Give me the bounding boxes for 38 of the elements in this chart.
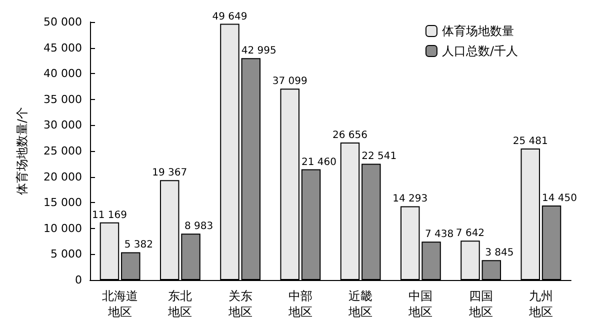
x-tick-label: 中国地区 <box>408 289 433 319</box>
y-tick-label: 25 000 <box>44 144 82 158</box>
y-tick-label: 50 000 <box>44 16 82 28</box>
x-tick-label: 关东地区 <box>227 289 252 319</box>
x-tick-label: 北海道地区 <box>102 289 138 319</box>
y-tick-label: 0 <box>75 274 82 286</box>
y-tick-label: 35 000 <box>44 92 82 106</box>
y-tick-label: 45 000 <box>44 41 82 54</box>
y-tick-label: 40 000 <box>44 67 82 80</box>
y-tick-label: 20 000 <box>44 170 82 184</box>
data-label: 42 995 <box>241 46 276 57</box>
x-tick-label: 四国地区 <box>468 289 493 319</box>
data-label: 22 541 <box>362 151 397 162</box>
x-tick-label: 近畿地区 <box>348 289 373 319</box>
x-tick-label: 中部地区 <box>287 289 312 319</box>
data-label: 7 642 <box>456 228 485 240</box>
data-label: 26 656 <box>332 130 368 141</box>
data-label: 3 845 <box>485 248 514 259</box>
data-label: 11 169 <box>92 210 127 221</box>
data-label: 25 481 <box>512 136 548 148</box>
y-tick-label: 30 000 <box>44 118 82 132</box>
data-label: 14 450 <box>542 192 578 204</box>
data-label: 37 099 <box>272 76 308 88</box>
y-axis-title: 体育场地数量/个 <box>15 106 29 196</box>
x-tick-label: 东北地区 <box>167 289 192 319</box>
legend-label: 体育场地数量 <box>442 24 514 38</box>
y-tick-label: 5 000 <box>50 248 82 261</box>
data-label: 19 367 <box>152 168 188 179</box>
data-label: 49 649 <box>212 11 248 22</box>
data-label: 7 438 <box>424 229 454 240</box>
y-tick-label: 15 000 <box>44 196 82 210</box>
y-tick-label: 10 000 <box>44 222 82 235</box>
x-tick-label: 九州地区 <box>528 289 553 319</box>
legend-label: 人口总数/千人 <box>442 44 518 58</box>
data-label: 14 293 <box>392 194 428 205</box>
data-label: 8 983 <box>184 221 214 232</box>
data-label: 5 382 <box>124 240 153 251</box>
data-label: 21 460 <box>302 156 337 168</box>
